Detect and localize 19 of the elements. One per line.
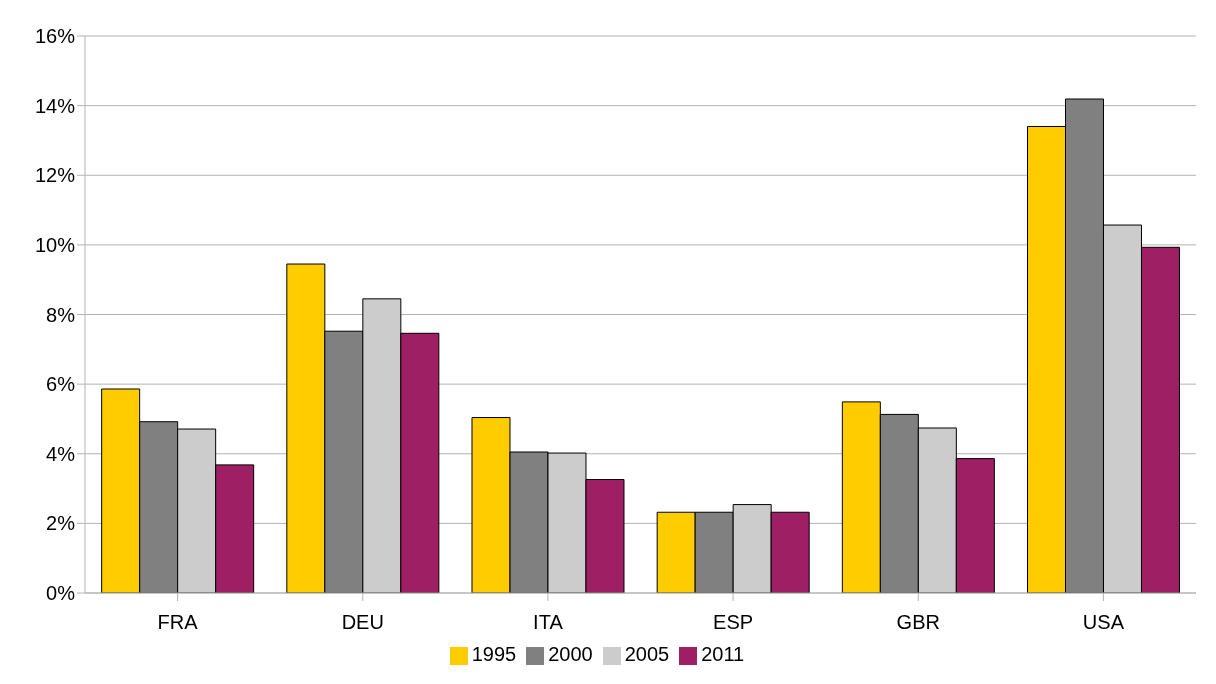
y-tick-label: 2%	[46, 512, 76, 535]
x-tick-label: DEU	[341, 611, 384, 634]
legend-label: 1995	[471, 643, 517, 665]
y-tick-label: 10%	[34, 233, 76, 256]
x-tick-label: ITA	[533, 611, 564, 634]
y-tick-label: 8%	[46, 303, 76, 326]
x-tick-label: GBR	[896, 611, 940, 634]
x-tick-label: ESP	[713, 611, 754, 634]
y-tick-label: 6%	[46, 373, 76, 396]
y-tick-label: 12%	[34, 164, 76, 187]
y-tick-label: 14%	[34, 94, 76, 117]
legend-label: 2000	[548, 643, 593, 665]
legend-label: 2005	[624, 643, 670, 665]
y-tick-label: 0%	[46, 582, 76, 605]
x-tick-label: FRA	[157, 611, 199, 634]
x-tick-label: USA	[1082, 611, 1125, 634]
y-tick-label: 4%	[46, 442, 76, 465]
legend-label: 2011	[701, 643, 745, 665]
y-tick-label: 16%	[34, 25, 76, 48]
